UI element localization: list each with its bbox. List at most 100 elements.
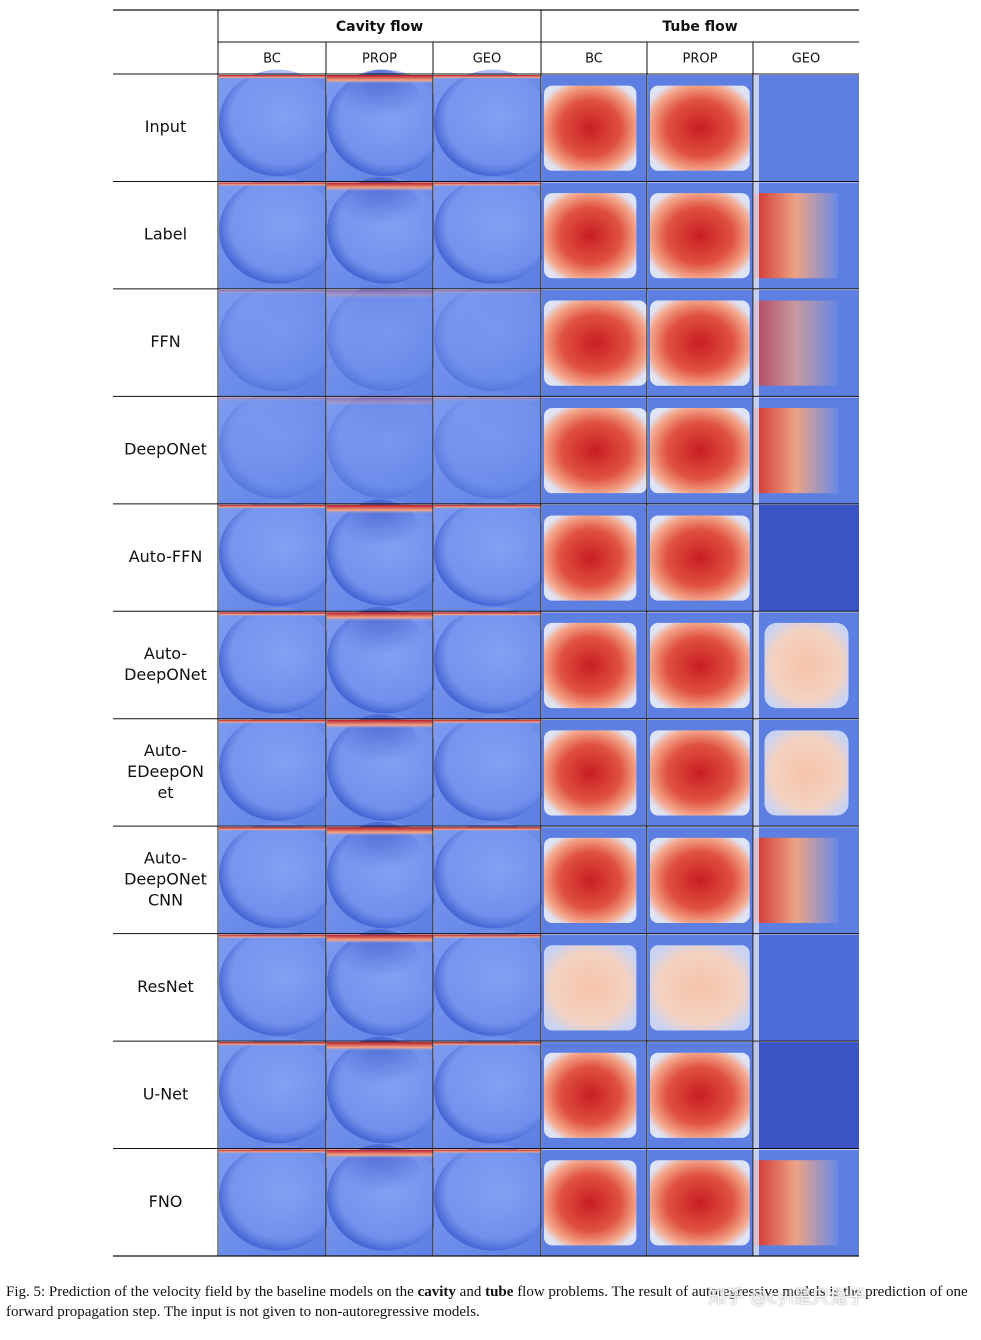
lid (219, 75, 326, 79)
dip (337, 821, 423, 897)
column-header: GEO (473, 52, 502, 67)
tube-core (650, 515, 750, 601)
row-label: Auto-FFN (129, 547, 203, 566)
lid (219, 934, 326, 939)
tube-core (544, 1160, 637, 1246)
row-label: ResNet (137, 977, 194, 996)
row-label: FFN (150, 332, 180, 351)
vortex (434, 284, 552, 392)
lid (219, 289, 326, 294)
lid (434, 504, 541, 509)
column-header: PROP (683, 52, 718, 67)
row-label: Auto- (144, 741, 187, 760)
tube-field (754, 75, 859, 182)
row-label: U-Net (143, 1084, 189, 1103)
dip (337, 1144, 423, 1219)
group-header: Cavity flow (336, 19, 423, 35)
tube-geo (754, 934, 859, 1042)
lid (219, 397, 326, 402)
tube-core (650, 1052, 750, 1138)
lid (327, 182, 433, 192)
tube-core (544, 1052, 637, 1138)
tube-wall (754, 934, 759, 1042)
tube-geo (754, 193, 838, 279)
labels: Cavity flow Tube flow BC PROP GEO BC PROP GEO In… (124, 19, 820, 1211)
column-header: PROP (362, 52, 397, 67)
vortex (434, 177, 552, 284)
tube-core (650, 193, 750, 279)
figure-table: Cavity flow Tube flow BC PROP GEO BC PROP GEO In… (113, 9, 859, 1257)
lid (327, 1149, 433, 1159)
tube-wall (754, 827, 759, 934)
dip (337, 499, 423, 575)
lid (434, 934, 541, 939)
row-label: DeepONet (124, 869, 207, 888)
group-header: Tube flow (662, 19, 737, 35)
vortex (434, 69, 552, 177)
vortex (434, 499, 552, 606)
vortex (219, 821, 337, 929)
lid (327, 719, 433, 729)
lid (327, 1042, 433, 1052)
tube-wall (754, 75, 759, 182)
vortex (219, 499, 337, 606)
caption-part: flow problems. The result of autoregress… (6, 1284, 968, 1320)
row-label: FNO (149, 1192, 183, 1211)
lid (434, 612, 541, 617)
dip (337, 714, 423, 789)
tube-core (544, 622, 637, 709)
vortex (219, 714, 337, 821)
tube-core (544, 300, 647, 386)
tube-geo (764, 622, 849, 709)
vortex (219, 606, 337, 714)
vortex (434, 1036, 552, 1144)
tube-wall (754, 1149, 759, 1256)
lid (327, 75, 433, 84)
lid (219, 1149, 326, 1154)
lid (327, 397, 433, 407)
row-label: Input (145, 117, 186, 136)
lid (327, 934, 433, 944)
tube-core (650, 730, 750, 816)
vortex (219, 284, 337, 392)
caption-part: tube (485, 1284, 514, 1300)
lid (434, 75, 541, 79)
tube-core (544, 730, 637, 816)
tube-core (650, 945, 750, 1031)
vortex (219, 1036, 337, 1144)
row-label: Auto- (144, 848, 187, 867)
vortex (434, 1144, 552, 1251)
tube-geo (754, 837, 838, 923)
tube-geo (754, 504, 859, 612)
vortex (434, 714, 552, 821)
cells (219, 69, 859, 1256)
caption-part: Fig. 5: Prediction of the velocity field… (6, 1284, 418, 1300)
tube-geo (754, 1160, 838, 1246)
lid (327, 289, 433, 299)
dip (337, 69, 423, 145)
vortex (219, 392, 337, 499)
lid (219, 504, 326, 509)
tube-core (544, 408, 647, 494)
tube-wall (754, 397, 759, 504)
vortex (219, 929, 337, 1036)
lid (327, 827, 433, 837)
dip (337, 929, 423, 1004)
row-label: CNN (148, 890, 183, 909)
row-label: DeepONet (124, 665, 207, 684)
row-label: Label (144, 225, 187, 244)
lid (434, 719, 541, 724)
lid (327, 504, 433, 514)
tube-geo (754, 300, 838, 386)
lid (327, 612, 433, 622)
vortex (434, 392, 552, 499)
lid (219, 719, 326, 724)
tube-core (544, 945, 637, 1031)
column-header: GEO (792, 52, 821, 67)
dip (337, 606, 423, 682)
lid (434, 182, 541, 187)
tube-core (544, 837, 637, 923)
lid (219, 1042, 326, 1047)
tube-core (544, 85, 637, 171)
